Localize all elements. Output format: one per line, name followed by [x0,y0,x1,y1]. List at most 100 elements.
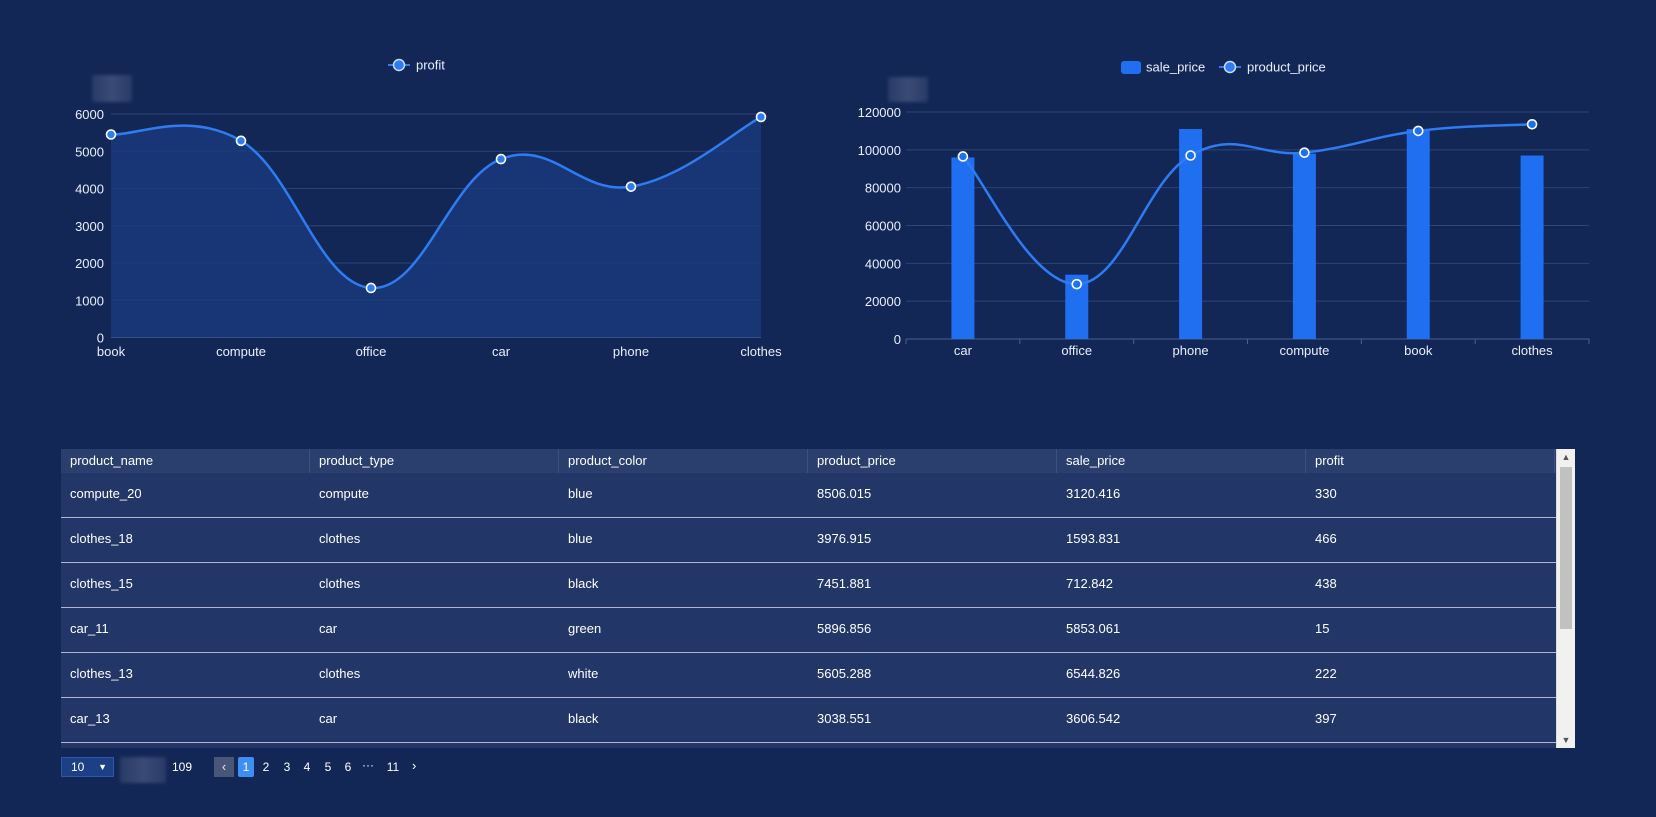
caret-down-icon: ▼ [98,762,107,772]
cell-sale-price: 712.842 [1066,576,1113,591]
product-price-point [957,151,969,162]
cell-profit: 330 [1315,486,1337,501]
x-tick-label: compute [216,344,266,359]
table-row[interactable]: car_13 car black 3038.551 3606.542 397 [61,698,1557,743]
profit-point [495,153,507,165]
table-scrollbar[interactable]: ▲ ▼ [1556,449,1575,748]
total-count: 109 [172,760,193,774]
sale-price-bar [951,157,975,339]
y-tick-label: 3000 [75,219,104,234]
profit-point [105,129,117,140]
cell-product-price: 7451.881 [817,576,872,591]
cell-product-name: car_13 [70,711,110,726]
table-header: product_name product_type product_color … [61,449,1557,474]
chevron-right-icon[interactable]: › [412,758,417,773]
scroll-thumb[interactable] [1560,467,1572,629]
sale-price-bar [1292,153,1316,339]
page-3-button[interactable]: 3 [283,760,291,774]
cell-product-name: clothes_18 [70,531,133,546]
table-row[interactable]: clothes_15 clothes black 7451.881 712.842 438 [61,563,1557,608]
x-tick-label: clothes [1511,343,1553,358]
cell-product-price: 5605.288 [817,666,872,681]
y-tick-label: 20000 [865,294,901,309]
cell-product-type: car [319,711,338,726]
cell-product-price: 8506.015 [817,486,872,501]
profit-line [110,115,762,290]
cell-sale-price: 3120.416 [1066,486,1121,501]
sale-price-bar [1065,274,1089,339]
page-6-button[interactable]: 6 [344,760,352,774]
cell-product-type: clothes [319,576,361,591]
column-header-product-price[interactable]: product_price [808,449,1057,473]
scroll-up-arrow-icon[interactable]: ▲ [1561,452,1571,462]
cell-product-name: compute_20 [70,486,142,501]
y-tick-label: 5000 [75,144,104,159]
sale-price-bar [1520,155,1544,339]
cell-product-price: 3976.915 [817,531,872,546]
column-header-product-color[interactable]: product_color [559,449,808,473]
profit-point [365,282,377,294]
legend-label: product_price [1247,60,1326,75]
y-tick-label: 2000 [75,256,104,271]
product-price-point [1299,147,1310,158]
y-tick-label: 40000 [865,256,901,271]
legend-bar-symbol [1121,61,1141,74]
table-row[interactable]: compute_20 compute blue 8506.015 3120.416 330 [61,473,1557,518]
y-tick-label: 0 [894,332,901,347]
cell-product-type: car [319,621,338,636]
cell-product-color: blue [568,531,593,546]
x-tick-label: phone [613,344,649,359]
table-row[interactable]: clothes_18 clothes blue 3976.915 1593.831 466 [61,518,1557,563]
cell-product-name: clothes_13 [70,666,133,681]
x-tick-label: car [954,343,973,358]
y-tick-label: 60000 [865,219,901,234]
page-1-button[interactable]: 1 [238,757,254,777]
cell-product-color: green [568,621,602,636]
cell-sale-price: 6544.826 [1066,666,1121,681]
y-tick-label: 6000 [75,107,104,122]
product-price-point [1412,125,1424,137]
profit-area [111,116,761,338]
y-tick-label: 0 [97,331,104,346]
legend-circle-symbol [392,58,406,72]
x-tick-label: book [1404,343,1433,358]
column-header-sale-price[interactable]: sale_price [1057,449,1306,473]
column-header-profit[interactable]: profit [1306,449,1555,473]
chart-title-blurred [92,75,132,102]
page-11-button[interactable]: 11 [386,760,400,774]
column-header-product-type[interactable]: product_type [310,449,559,473]
cell-profit: 466 [1315,531,1337,546]
x-tick-label: car [492,344,511,359]
page-ellipsis[interactable]: ··· [362,758,374,772]
cell-profit: 438 [1315,576,1337,591]
product-price-point [1071,278,1083,290]
table-row[interactable]: car_11 car green 5896.856 5853.061 15 [61,608,1557,653]
profit-point [235,135,247,147]
cell-product-color: black [568,711,599,726]
table-row[interactable]: clothes_13 clothes white 5605.288 6544.826 22… [61,653,1557,698]
page-size-select[interactable]: 10 ▼ [61,757,114,777]
y-tick-label: 120000 [858,105,901,120]
chevron-left-icon[interactable]: ‹ [214,757,234,777]
x-tick-label: clothes [740,344,782,359]
product-price-point [1185,150,1196,161]
sale-price-bar [1406,129,1430,339]
cell-profit: 397 [1315,711,1337,726]
y-tick-label: 80000 [865,181,901,196]
legend-label: sale_price [1146,60,1205,75]
page-5-button[interactable]: 5 [324,760,332,774]
profit-chart: profit 0 1000 2000 3000 4000 5000 6000 book compu… [75,58,782,360]
page-2-button[interactable]: 2 [262,760,270,774]
cell-product-name: clothes_15 [70,576,133,591]
scroll-down-arrow-icon[interactable]: ▼ [1561,735,1571,745]
total-label-blurred [120,757,166,783]
cell-product-name: car_11 [70,621,109,636]
chart-title-blurred [888,77,928,102]
product-table: product_name product_type product_color … [61,449,1575,748]
product-price-line [961,123,1533,286]
page-4-button[interactable]: 4 [303,760,311,774]
cell-profit: 222 [1315,666,1337,681]
cell-product-type: clothes [319,666,361,681]
cell-sale-price: 1593.831 [1066,531,1121,546]
column-header-product-name[interactable]: product_name [61,449,310,473]
